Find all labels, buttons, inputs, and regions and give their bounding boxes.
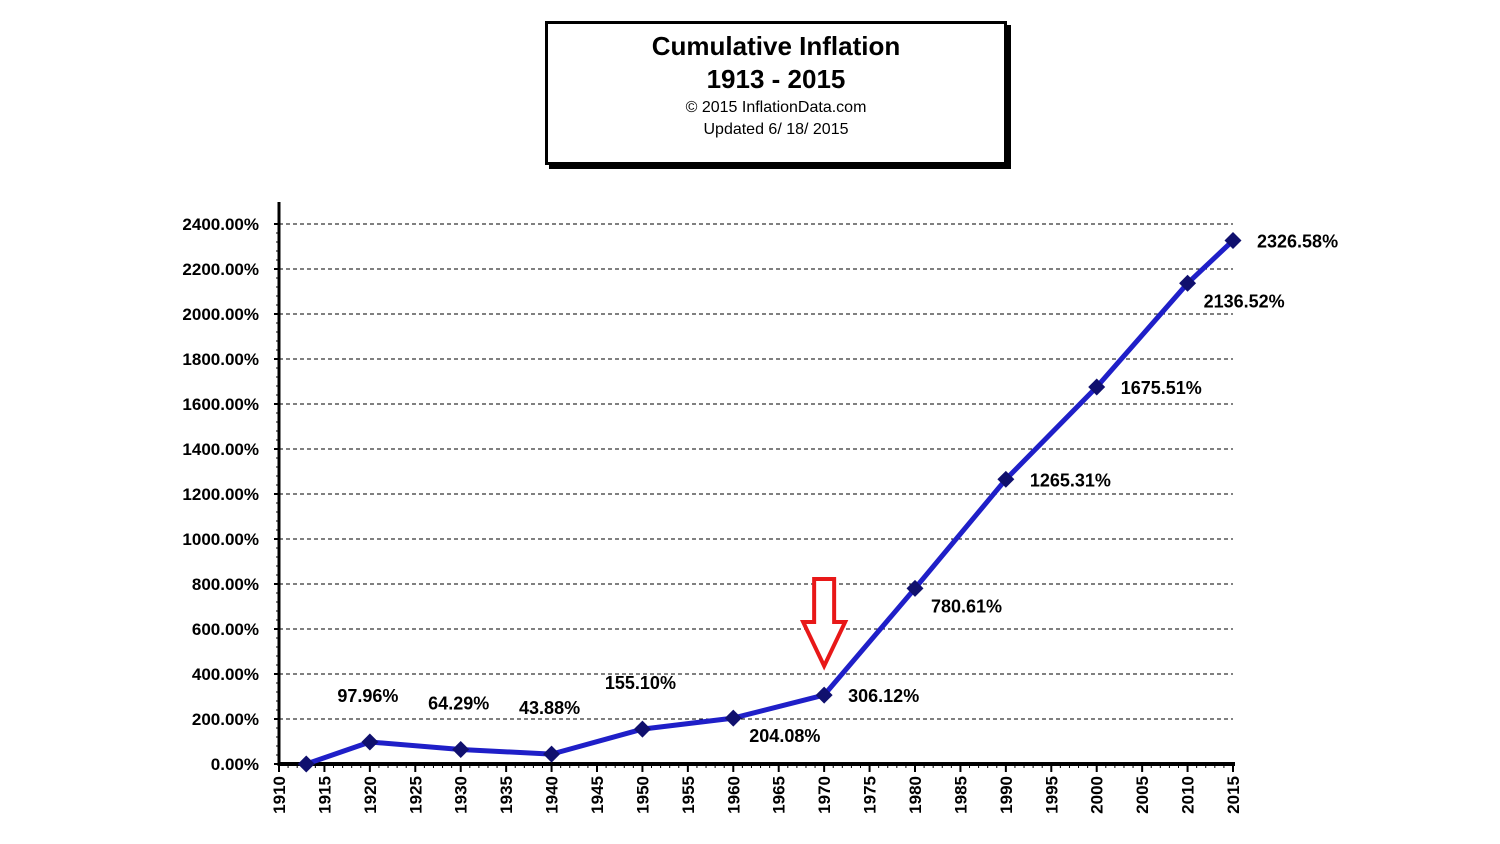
x-tick-label: 1950: [633, 776, 652, 814]
data-labels: 97.96% 64.29% 43.88% 155.10% 204.08% 306.12% 7…: [337, 232, 1338, 747]
data-label: 2326.58%: [1257, 232, 1338, 252]
gridlines: [279, 223, 1233, 720]
y-tick-label: 2200.00%: [182, 260, 259, 279]
y-tick-label: 1600.00%: [182, 395, 259, 414]
x-tick-label: 1985: [951, 776, 970, 814]
data-point-marker: [815, 686, 833, 704]
data-point-marker: [543, 745, 561, 763]
series-polyline: [305, 238, 1235, 767]
x-tick-label: 1995: [1042, 776, 1061, 814]
y-tick-label: 1200.00%: [182, 485, 259, 504]
x-tick-label: 1910: [270, 776, 289, 814]
y-tick-label: 400.00%: [192, 665, 259, 684]
y-tick-label: 1400.00%: [182, 440, 259, 459]
x-tick-label: 1920: [361, 776, 380, 814]
x-tick-label: 2005: [1133, 776, 1152, 814]
chart-subtitle: 1913 - 2015: [706, 64, 846, 94]
x-tick-label: 1940: [543, 776, 562, 814]
chart-title: Cumulative Inflation: [651, 31, 901, 61]
copyright-text: © 2015 InflationData.com: [685, 99, 867, 116]
chart-title-box: Cumulative Inflation 1913 - 2015 © 2015 …: [545, 21, 1007, 165]
data-label: 306.12%: [848, 686, 919, 706]
x-tick-label: 1925: [406, 776, 425, 814]
data-point-marker: [361, 733, 379, 751]
y-tick-label: 0.00%: [211, 755, 259, 774]
data-label: 97.96%: [337, 686, 398, 706]
data-point-marker: [724, 709, 742, 727]
data-label: 43.88%: [519, 698, 580, 718]
x-tick-label: 1935: [497, 776, 516, 814]
x-tick-label: 2000: [1088, 776, 1107, 814]
data-label: 155.10%: [605, 673, 676, 693]
x-tick-label: 1990: [997, 776, 1016, 814]
x-tick-label: 2015: [1224, 776, 1243, 814]
data-label: 2136.52%: [1204, 291, 1285, 311]
red-arrow-annotation: [799, 577, 849, 671]
data-point-marker: [997, 470, 1015, 488]
y-tick-label: 2000.00%: [182, 305, 259, 324]
x-tick-label: 1915: [315, 776, 334, 814]
x-tick-label: 1970: [815, 776, 834, 814]
y-tick-label: 800.00%: [192, 575, 259, 594]
x-tick-label: 2010: [1179, 776, 1198, 814]
data-point-marker: [906, 579, 924, 597]
x-tick-label: 1945: [588, 776, 607, 814]
x-tick-labels: 1910 1915 1920 1925 1930 1935 1940 1945 1950 1955…: [270, 776, 1243, 814]
data-label: 780.61%: [931, 596, 1002, 616]
x-tick-label: 1975: [861, 776, 880, 814]
y-tick-labels: 0.00% 200.00% 400.00% 600.00% 800.00% 1000.00…: [182, 215, 259, 774]
x-tick-label: 1960: [724, 776, 743, 814]
data-point-marker: [633, 720, 651, 738]
data-point-marker: [452, 741, 470, 759]
y-tick-label: 200.00%: [192, 710, 259, 729]
annotations: [799, 577, 849, 671]
updated-text: Updated 6/ 18/ 2015: [703, 121, 849, 138]
x-tick-label: 1980: [906, 776, 925, 814]
data-markers: [297, 232, 1242, 773]
data-point-marker: [297, 755, 315, 773]
y-tick-label: 1800.00%: [182, 350, 259, 369]
x-tick-label: 1965: [770, 776, 789, 814]
data-label: 204.08%: [749, 726, 820, 746]
data-label: 1675.51%: [1121, 378, 1202, 398]
x-tick-label: 1955: [679, 776, 698, 814]
axes: [274, 202, 1235, 772]
data-label: 1265.31%: [1030, 470, 1111, 490]
x-tick-label: 1930: [452, 776, 471, 814]
y-tick-label: 2400.00%: [182, 215, 259, 234]
data-label: 64.29%: [428, 694, 489, 714]
y-tick-label: 600.00%: [192, 620, 259, 639]
y-tick-label: 1000.00%: [182, 530, 259, 549]
series-line: [305, 238, 1235, 767]
